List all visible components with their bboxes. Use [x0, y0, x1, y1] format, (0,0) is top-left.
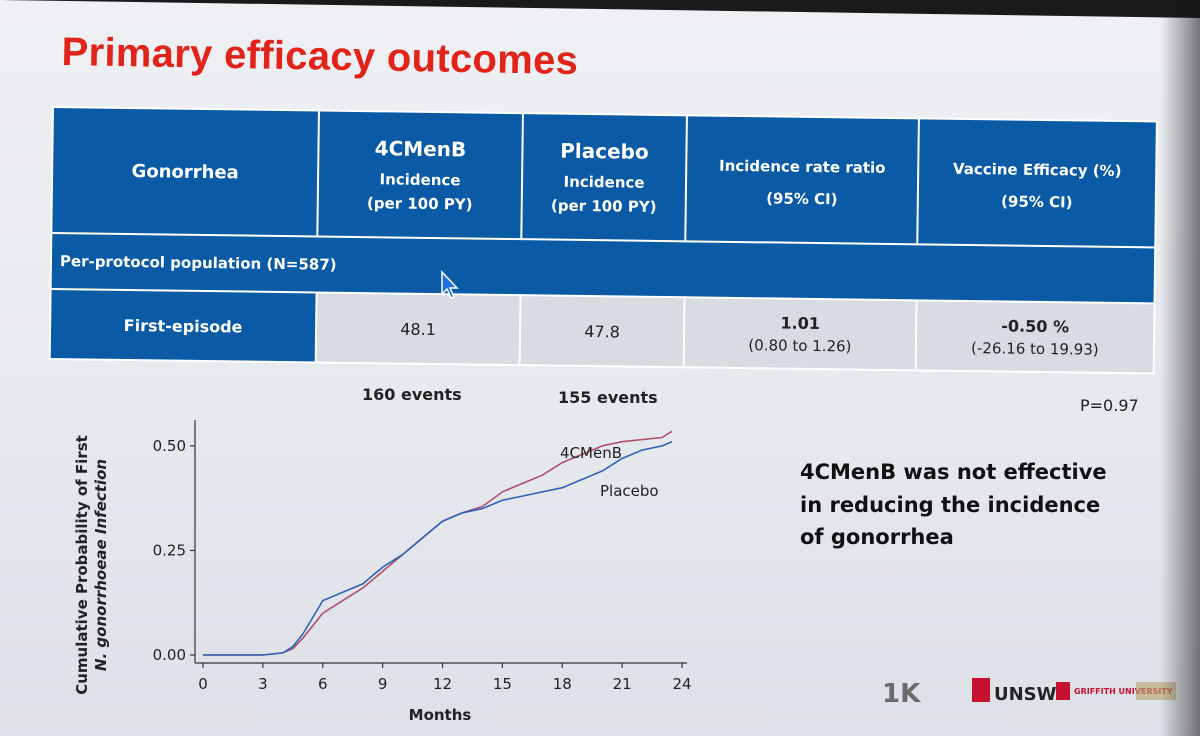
logo-1k-text: 1K [882, 679, 921, 709]
cell-irr-value: 1.01 [780, 313, 821, 333]
logo-1k: 1K [882, 679, 921, 709]
x-tick-label: 12 [433, 675, 452, 693]
series-line-4cmenb [203, 430, 673, 656]
logo-griffith-text: GRIFFITH UNIVERSITY [1074, 687, 1173, 696]
legend-4cmenb: 4CMenB [560, 444, 622, 462]
unsw-crest-icon [972, 678, 990, 702]
y-tick-label: 0.25 [153, 541, 186, 559]
cell-irr-ci: (0.80 to 1.26) [748, 335, 852, 355]
cell-ve-ci: (-26.16 to 19.93) [970, 338, 1099, 359]
x-axis-label: Months [409, 706, 472, 724]
x-tick-label: 6 [318, 675, 328, 693]
screen-edge-shadow [1160, 0, 1200, 736]
header-gonorrhea: Gonorrhea [51, 107, 319, 237]
conclusion-line-3: of gonorrhea [800, 525, 954, 550]
header-4cmenb-sub1: Incidence [379, 170, 461, 190]
conclusion-line-1: 4CMenB was not effective [800, 460, 1107, 484]
header-irr-l1: Incidence rate ratio [718, 156, 886, 177]
header-irr-l2: (95% CI) [766, 189, 838, 209]
conclusion-line-2: in reducing the incidence [800, 492, 1101, 517]
p-value: P=0.97 [1080, 396, 1139, 415]
header-ve-l1: Vaccine Efficacy (%) [952, 159, 1122, 181]
x-tick-label: 18 [553, 675, 572, 693]
row-label-first-episode: First-episode [49, 288, 317, 363]
header-ve: Vaccine Efficacy (%) (95% CI) [917, 118, 1157, 248]
logo-griffith: GRIFFITH UNIVERSITY [1056, 682, 1173, 700]
cell-placebo-incidence: 47.8 [519, 295, 685, 368]
events-placebo: 155 events [558, 388, 658, 407]
y-axis-label-line2: N. gonorrhoeae Infection [92, 459, 110, 671]
x-tick-label: 15 [493, 675, 512, 693]
y-tick-label: 0.50 [153, 437, 186, 455]
header-placebo-main: Placebo [560, 138, 649, 164]
cell-irr: 1.01 (0.80 to 1.26) [683, 297, 917, 371]
sponsor-logos: 1K UNSW GRIFFITH UNIVERSITY [882, 678, 1176, 709]
efficacy-table: Gonorrhea 4CMenB Incidence (per 100 PY) … [49, 106, 1158, 374]
x-tick-label: 9 [378, 675, 388, 693]
x-tick-label: 24 [672, 675, 691, 693]
slide-title: Primary efficacy outcomes [61, 30, 579, 84]
events-4cmenb: 160 events [362, 385, 462, 404]
cell-4cmenb-incidence: 48.1 [315, 292, 521, 366]
cell-ve: -0.50 % (-26.16 to 19.93) [915, 300, 1155, 374]
x-tick-label: 21 [613, 675, 632, 693]
km-chart: Cumulative Probability of First N. gonor… [73, 420, 692, 724]
y-tick-label: 0.00 [153, 646, 186, 664]
x-tick-label: 0 [198, 675, 208, 693]
conclusion-text: 4CMenB was not effective in reducing the… [800, 456, 1107, 554]
header-irr: Incidence rate ratio (95% CI) [685, 115, 919, 245]
header-4cmenb: 4CMenB Incidence (per 100 PY) [317, 110, 523, 240]
y-axis-label-line1: Cumulative Probability of First [73, 435, 91, 695]
logo-unsw-text: UNSW [994, 684, 1057, 705]
x-tick-label: 3 [258, 675, 268, 693]
logo-unsw: UNSW [972, 678, 1057, 705]
mouse-pointer-icon [441, 270, 459, 299]
header-4cmenb-sub2: (per 100 PY) [366, 194, 473, 214]
header-ve-l2: (95% CI) [1000, 192, 1073, 212]
legend-placebo: Placebo [600, 482, 659, 500]
header-placebo: Placebo Incidence (per 100 PY) [521, 113, 687, 242]
header-placebo-sub1: Incidence [563, 172, 645, 192]
header-4cmenb-main: 4CMenB [374, 136, 467, 162]
header-placebo-sub2: (per 100 PY) [550, 196, 657, 216]
griffith-mark-icon [1056, 682, 1070, 700]
header-gonorrhea-label: Gonorrhea [131, 160, 239, 183]
cell-ve-value: -0.50 % [1001, 315, 1070, 336]
series-line-placebo [203, 440, 673, 656]
